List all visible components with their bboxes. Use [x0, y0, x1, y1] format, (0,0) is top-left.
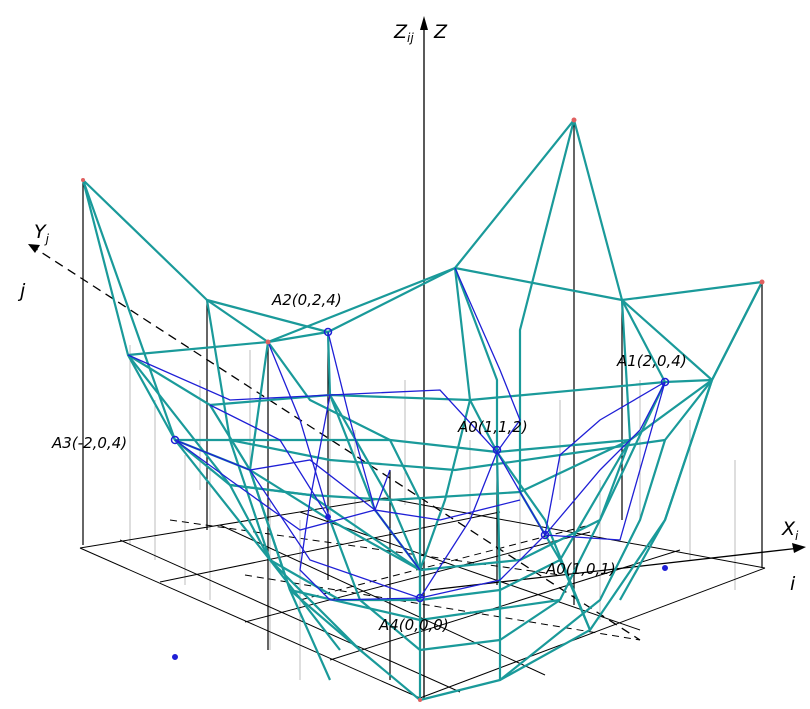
- z-axis-label: Z: [433, 21, 448, 43]
- i-index-label: i: [790, 573, 796, 595]
- point-label-a1: A1(2,0,4): [616, 352, 687, 370]
- zij-base: Z: [393, 21, 408, 43]
- peak-marker: [418, 698, 422, 702]
- peak-marker: [759, 279, 765, 285]
- y-axis: [29, 244, 641, 641]
- y-axis-arrow: [28, 244, 40, 253]
- x-base: X: [781, 518, 796, 540]
- x-axis-arrow: [792, 543, 806, 553]
- point-label-a4: A4(0,0,0): [378, 616, 449, 634]
- peak-markers: [81, 117, 765, 702]
- marker-a3: [170, 435, 180, 445]
- zij-sub: ij: [407, 31, 414, 45]
- y-axis-label: Yj: [34, 221, 50, 246]
- y-base: Y: [34, 221, 47, 243]
- point-label-a2: A2(0,2,4): [271, 291, 342, 309]
- zij-axis-label: Zij: [393, 21, 414, 45]
- base-plane-dashed: [169, 519, 641, 641]
- teal-mesh: [81, 118, 763, 702]
- marker-a0-upper: [492, 445, 502, 455]
- j-index-label: j: [17, 280, 26, 302]
- marker-a2: [323, 327, 333, 337]
- x-sub: i: [795, 529, 799, 543]
- peak-marker: [81, 178, 85, 182]
- peak-marker: [265, 339, 271, 345]
- marker-base-1: [172, 654, 178, 660]
- marker-a0-lower: [540, 530, 550, 540]
- point-label-a3: A3(-2,0,4): [51, 434, 127, 452]
- y-sub: j: [44, 232, 50, 246]
- point-label-a0-upper: A0(1,1,2): [457, 418, 528, 436]
- z-axis-arrow: [420, 16, 428, 30]
- peak-marker: [571, 117, 577, 123]
- marker-a1: [660, 377, 670, 387]
- blue-mesh: [127, 267, 666, 601]
- point-label-a0-lower: A0(1,0,1): [545, 560, 616, 578]
- marker-base-3: [325, 514, 331, 520]
- point-markers: [170, 327, 670, 660]
- marker-a4: [415, 593, 425, 603]
- drop-lines: [82, 120, 763, 680]
- x-axis-label: Xi: [781, 518, 799, 543]
- marker-base-2: [662, 565, 668, 571]
